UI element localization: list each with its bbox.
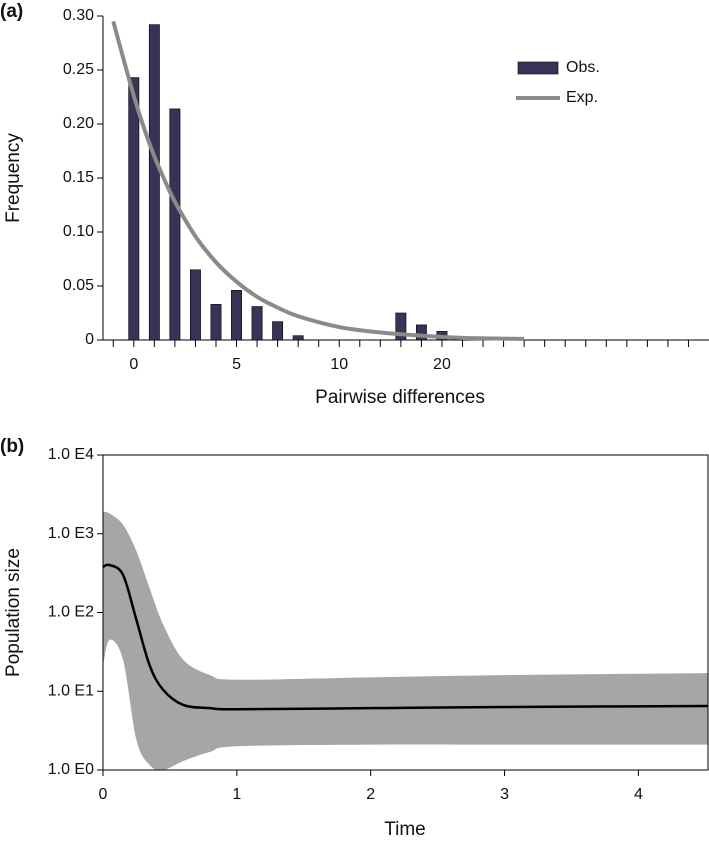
expected-line <box>111 20 525 341</box>
y-tick-label: 0.10 <box>63 223 94 240</box>
legend-label: Obs. <box>566 59 600 76</box>
y-tick-label: 0.25 <box>63 61 94 78</box>
x-tick-label: 3 <box>500 786 509 803</box>
y-tick-label: 0.15 <box>63 169 94 186</box>
x-tick-label: 20 <box>433 356 451 373</box>
legend-label: Exp. <box>566 89 598 106</box>
x-axis-label: Time <box>384 819 426 840</box>
y-tick-label: 1.0 E0 <box>48 761 94 778</box>
y-tick-label: 0 <box>85 331 94 348</box>
panel-label: (a) <box>0 1 23 22</box>
legend-swatch <box>517 61 559 75</box>
bar <box>190 269 201 341</box>
y-tick-label: 1.0 E3 <box>48 525 94 542</box>
x-axis-label: Pairwise differences <box>315 387 485 408</box>
x-tick-label: 4 <box>634 786 643 803</box>
bar <box>251 306 263 341</box>
bar <box>415 324 427 341</box>
x-tick-label: 5 <box>232 356 241 373</box>
x-tick-label: 10 <box>330 356 348 373</box>
y-tick-label: 0.30 <box>63 7 94 24</box>
bar <box>292 335 304 341</box>
y-tick-label: 1.0 E2 <box>48 604 94 621</box>
x-tick-label: 1 <box>232 786 241 803</box>
y-tick-label: 0.20 <box>63 115 94 132</box>
bar <box>231 290 242 341</box>
bar <box>210 304 222 341</box>
y-axis-label: Population size <box>3 548 24 677</box>
confidence-band <box>103 511 708 771</box>
x-tick-label: 2 <box>366 786 375 803</box>
bar <box>395 312 407 341</box>
x-tick-label: 0 <box>99 786 108 803</box>
y-tick-label: 1.0 E4 <box>48 446 94 463</box>
y-axis-label: Frequency <box>3 133 24 223</box>
bar <box>128 77 140 341</box>
bar <box>272 321 284 341</box>
bar <box>169 108 181 341</box>
bar <box>148 24 160 341</box>
y-tick-label: 1.0 E1 <box>48 682 94 699</box>
x-tick-label: 0 <box>129 356 138 373</box>
y-tick-label: 0.05 <box>63 277 94 294</box>
panel-label: (b) <box>0 436 24 457</box>
median-line <box>102 563 709 711</box>
